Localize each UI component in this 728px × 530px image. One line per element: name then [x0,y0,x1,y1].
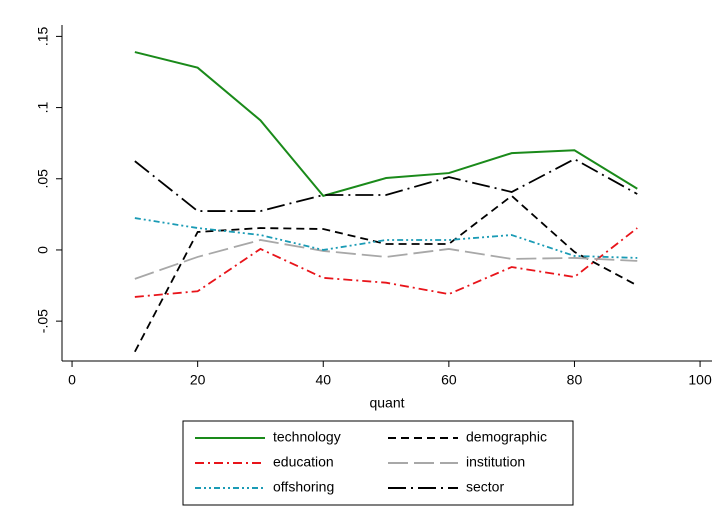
x-tick-label: 20 [190,372,206,388]
series-line [134,239,638,280]
x-tick-label: 40 [315,372,331,388]
x-tick-label: 80 [567,372,583,388]
x-tick-label: 60 [441,372,457,388]
x-tick-label: 0 [68,372,76,388]
legend-label: sector [466,479,504,495]
series-line [134,158,638,212]
x-axis-label: quant [369,395,404,411]
series-line [134,217,638,259]
y-tick-label: .05 [35,169,51,189]
y-tick-label: -.05 [35,309,51,333]
series-line [134,51,638,197]
legend-label: demographic [466,429,547,445]
legend-label: technology [273,429,341,445]
series-line [134,227,638,298]
y-tick-label: .15 [35,26,51,46]
series-line [134,194,638,353]
y-tick-label: .1 [35,102,51,114]
legend-label: offshoring [273,479,334,495]
legend-label: education [273,454,334,470]
x-tick-label: 100 [688,372,712,388]
y-tick-label: 0 [35,246,51,254]
legend-label: institution [466,454,525,470]
